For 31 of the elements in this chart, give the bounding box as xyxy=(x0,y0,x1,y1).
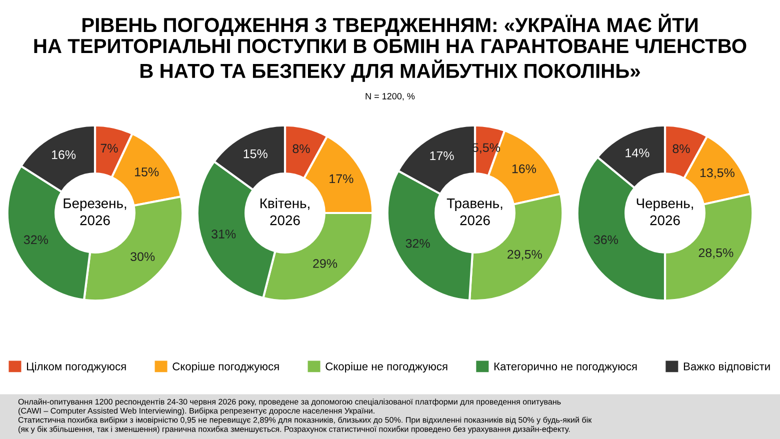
data-label: 29,5% xyxy=(508,250,542,260)
legend-label: Цілком погоджуюся xyxy=(27,362,126,373)
legend-label: Скоріше погоджуюся xyxy=(172,362,279,373)
text: Квітень, 2026 xyxy=(260,198,310,226)
data-label: 32% xyxy=(24,235,48,244)
data-label: 7% xyxy=(100,144,118,153)
data-label: 8% xyxy=(672,144,690,154)
data-label: 36% xyxy=(594,235,618,244)
data-label: 28,5% xyxy=(698,248,734,259)
data-label: 32% xyxy=(406,238,430,248)
data-label: 15% xyxy=(244,149,268,158)
data-label: 31% xyxy=(212,230,236,238)
legend-label: Категорично не погоджуюся xyxy=(494,362,637,373)
text: Онлайн-опитування 1200 респондентів 24-30 червня 2026 року, проведене за допомогою спеціалізованої платформи для проведення опитувань (CAWI – Computer Assisted Web Interviewing). Вибірка репрезентує доросле населення України. Статистична похибка вибірки з імовірністю 0,95 не перевищує 2,89% для показників, близьких до 50%. При відхиленні показників від 50% у будь-який бік (як у бік збільшення, так і зменшення) гранична похибка зменшується. Розрахунок статистичної похибки проведено без урахування дизайн-ефекту. xyxy=(18,398,592,434)
data-label: 14% xyxy=(626,148,650,158)
data-label: 17% xyxy=(330,174,354,184)
data-label: 17% xyxy=(430,151,454,160)
data-label: 30% xyxy=(130,252,155,262)
legend-label: Скоріше не погоджуюся xyxy=(326,362,448,373)
data-label: 13,5% xyxy=(700,168,734,179)
data-label: 8% xyxy=(292,144,310,154)
text: Березень, 2026 xyxy=(64,198,126,226)
text: РІВЕНЬ ПОГОДЖЕННЯ З ТВЕРДЖЕННЯМ: «УКРАЇНА МАЄ ЙТИ НА ТЕРИТОРІАЛЬНІ ПОСТУПКИ В ОБМІН НА ГАРАНТОВАНЕ ЧЛЕНСТВО В НАТО ТА БЕЗПЕКУ ДЛЯ МАЙБУТНІХ ПОКОЛІНЬ» xyxy=(34,14,746,82)
text: Червень, 2026 xyxy=(636,198,693,226)
data-label: 15% xyxy=(135,168,159,176)
text: Травень, 2026 xyxy=(446,198,502,226)
data-label: 16% xyxy=(52,150,76,160)
data-label: 29% xyxy=(313,259,338,268)
data-label: 16% xyxy=(512,164,536,174)
legend-label: Важко відповісти xyxy=(684,362,770,372)
text: N = 1200, % xyxy=(366,93,415,100)
